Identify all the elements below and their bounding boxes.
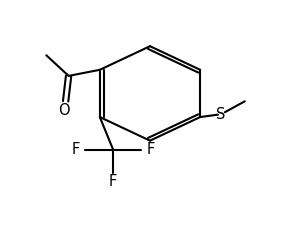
Text: S: S <box>216 107 225 122</box>
Text: F: F <box>72 142 80 157</box>
Text: F: F <box>146 142 154 157</box>
Text: F: F <box>109 174 117 189</box>
Text: O: O <box>58 103 70 118</box>
